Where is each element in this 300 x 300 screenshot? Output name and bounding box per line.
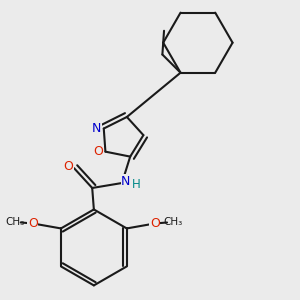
- Text: N: N: [121, 175, 130, 188]
- Text: O: O: [93, 145, 103, 158]
- Text: CH₃: CH₃: [5, 217, 24, 227]
- Text: O: O: [150, 217, 160, 230]
- Text: O: O: [63, 160, 73, 173]
- Text: H: H: [132, 178, 141, 191]
- Text: N: N: [92, 122, 101, 135]
- Text: CH₃: CH₃: [164, 217, 183, 227]
- Text: O: O: [28, 217, 38, 230]
